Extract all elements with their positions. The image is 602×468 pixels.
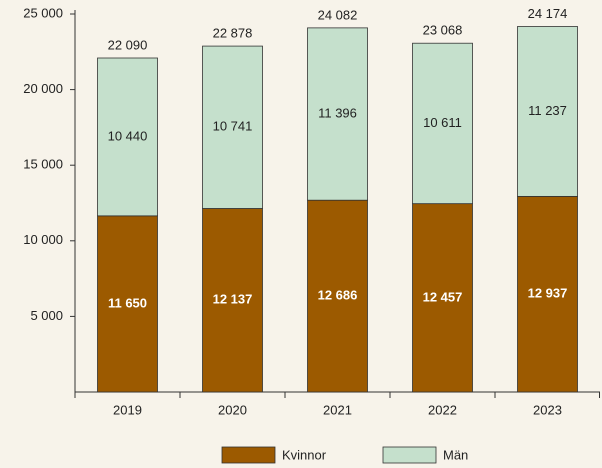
- value-label: 12 137: [213, 292, 253, 307]
- bar-segment: [517, 26, 578, 197]
- bar-segment: [97, 215, 158, 393]
- legend-swatch: [221, 446, 276, 464]
- bar-segment: [307, 27, 368, 201]
- value-label: 12 457: [423, 289, 463, 304]
- total-label: 24 082: [318, 7, 358, 22]
- bar-segment: [517, 195, 578, 393]
- y-tick-label: 20 000: [23, 81, 63, 96]
- x-tick-label: 2020: [218, 402, 247, 417]
- y-tick-label: 10 000: [23, 232, 63, 247]
- x-tick-label: 2022: [428, 402, 457, 417]
- total-label: 22 878: [213, 26, 253, 41]
- legend-label: Kvinnor: [282, 447, 327, 462]
- value-label: 10 741: [213, 119, 253, 134]
- y-tick-label: 25 000: [23, 5, 63, 20]
- value-label: 12 686: [318, 288, 358, 303]
- bar-segment: [202, 45, 263, 209]
- bar-segment: [307, 199, 368, 393]
- value-label: 10 611: [423, 115, 462, 130]
- value-label: 11 396: [318, 105, 357, 120]
- bar-segment: [412, 42, 473, 205]
- x-tick-label: 2023: [533, 402, 562, 417]
- y-tick-label: 5 000: [30, 308, 63, 323]
- value-label: 10 440: [108, 128, 148, 143]
- total-label: 24 174: [528, 6, 568, 21]
- legend-swatch: [382, 446, 437, 464]
- x-tick-label: 2019: [113, 402, 142, 417]
- legend-label: Män: [443, 447, 468, 462]
- x-tick-label: 2021: [323, 402, 352, 417]
- bar-segment: [97, 57, 158, 217]
- y-tick-label: 15 000: [23, 157, 63, 172]
- value-label: 12 937: [528, 286, 568, 301]
- total-label: 22 090: [108, 37, 148, 52]
- value-label: 11 237: [528, 103, 567, 118]
- bar-segment: [412, 203, 473, 393]
- value-label: 11 650: [108, 295, 147, 310]
- total-label: 23 068: [423, 23, 463, 38]
- bar-segment: [202, 208, 263, 393]
